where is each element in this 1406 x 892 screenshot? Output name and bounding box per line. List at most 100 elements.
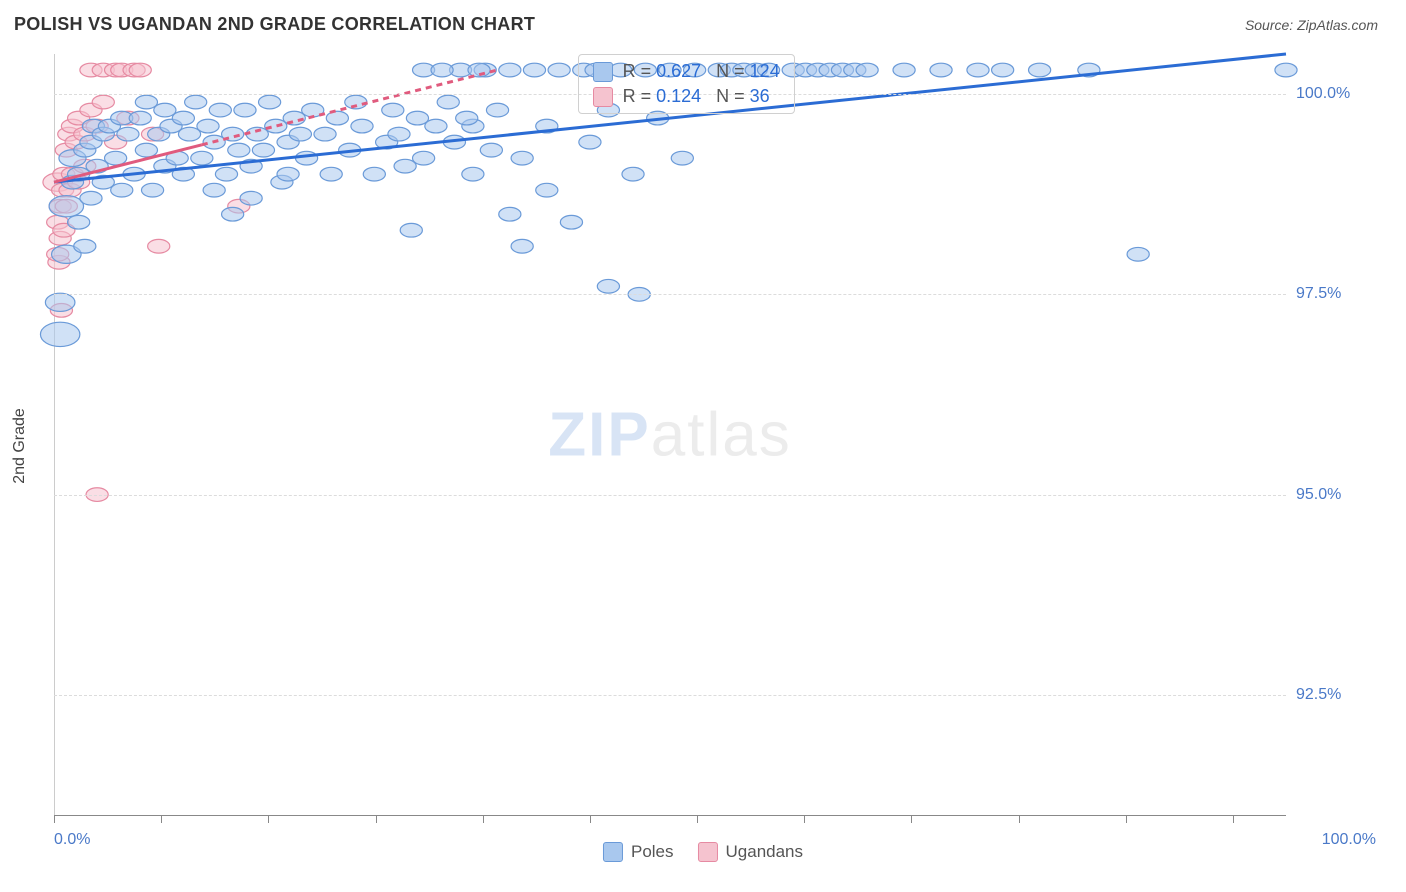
data-point bbox=[560, 215, 582, 229]
data-point bbox=[141, 183, 163, 197]
data-point bbox=[277, 167, 299, 181]
data-point bbox=[154, 103, 176, 117]
data-point bbox=[234, 103, 256, 117]
data-point bbox=[129, 63, 151, 77]
data-point bbox=[511, 239, 533, 253]
data-point bbox=[406, 111, 428, 125]
data-point bbox=[172, 111, 194, 125]
data-point bbox=[1029, 63, 1051, 77]
legend-label: Ugandans bbox=[726, 842, 804, 862]
data-point bbox=[326, 111, 348, 125]
legend-item: Ugandans bbox=[698, 842, 804, 862]
data-point bbox=[40, 322, 79, 346]
data-point bbox=[314, 127, 336, 141]
data-point bbox=[92, 95, 114, 109]
x-tick bbox=[1233, 815, 1234, 823]
scatter-chart: ZIPatlas 100.0%97.5%95.0%92.5%0.0%100.0%… bbox=[54, 54, 1286, 816]
data-point bbox=[135, 95, 157, 109]
data-point bbox=[259, 95, 281, 109]
legend-swatch bbox=[593, 87, 613, 107]
data-point bbox=[252, 143, 274, 157]
data-point bbox=[437, 95, 459, 109]
gridline bbox=[54, 695, 1286, 696]
source-attribution: Source: ZipAtlas.com bbox=[1245, 17, 1378, 33]
x-tick bbox=[54, 815, 55, 823]
data-point bbox=[351, 119, 373, 133]
gridline bbox=[54, 294, 1286, 295]
data-point bbox=[523, 63, 545, 77]
legend-row: R = 0.124 N = 36 bbox=[593, 86, 780, 107]
x-tick bbox=[268, 815, 269, 823]
data-point bbox=[49, 196, 83, 217]
data-point bbox=[856, 63, 878, 77]
data-point bbox=[117, 127, 139, 141]
data-point bbox=[511, 151, 533, 165]
data-point bbox=[129, 111, 151, 125]
data-point bbox=[148, 239, 170, 253]
legend-swatch bbox=[593, 62, 613, 82]
x-tick bbox=[1019, 815, 1020, 823]
data-point bbox=[486, 103, 508, 117]
data-point bbox=[74, 239, 96, 253]
data-point bbox=[68, 215, 90, 229]
data-point bbox=[468, 63, 490, 77]
legend-stat-text: R = 0.627 N = 124 bbox=[623, 61, 780, 82]
data-point bbox=[499, 207, 521, 221]
data-point bbox=[671, 151, 693, 165]
data-point bbox=[105, 151, 127, 165]
data-point bbox=[185, 95, 207, 109]
chart-title: POLISH VS UGANDAN 2ND GRADE CORRELATION … bbox=[14, 14, 535, 35]
data-point bbox=[209, 103, 231, 117]
data-point bbox=[622, 167, 644, 181]
data-point bbox=[930, 63, 952, 77]
data-point bbox=[456, 111, 478, 125]
data-point bbox=[265, 119, 287, 133]
data-point bbox=[992, 63, 1014, 77]
legend-row: R = 0.627 N = 124 bbox=[593, 61, 780, 82]
data-point bbox=[462, 167, 484, 181]
legend-swatch bbox=[698, 842, 718, 862]
data-point bbox=[413, 151, 435, 165]
data-point bbox=[191, 151, 213, 165]
data-point bbox=[597, 279, 619, 293]
y-tick-label: 95.0% bbox=[1296, 486, 1376, 504]
data-point bbox=[388, 127, 410, 141]
plot-svg bbox=[54, 54, 1286, 815]
data-point bbox=[111, 183, 133, 197]
data-point bbox=[135, 143, 157, 157]
data-point bbox=[548, 63, 570, 77]
data-point bbox=[967, 63, 989, 77]
data-point bbox=[579, 135, 601, 149]
x-tick bbox=[697, 815, 698, 823]
data-point bbox=[289, 127, 311, 141]
legend-bottom: Poles Ugandans bbox=[603, 842, 803, 862]
data-point bbox=[240, 191, 262, 205]
data-point bbox=[320, 167, 342, 181]
data-point bbox=[1127, 247, 1149, 261]
data-point bbox=[215, 167, 237, 181]
y-tick-label: 92.5% bbox=[1296, 686, 1376, 704]
data-point bbox=[80, 191, 102, 205]
data-point bbox=[203, 183, 225, 197]
data-point bbox=[178, 127, 200, 141]
data-point bbox=[394, 159, 416, 173]
correlation-stats-legend: R = 0.627 N = 124 R = 0.124 N = 36 bbox=[578, 54, 795, 114]
x-tick bbox=[1126, 815, 1127, 823]
data-point bbox=[382, 103, 404, 117]
x-tick bbox=[483, 815, 484, 823]
data-point bbox=[222, 207, 244, 221]
y-axis-title: 2nd Grade bbox=[11, 408, 29, 484]
y-tick-label: 97.5% bbox=[1296, 285, 1376, 303]
data-point bbox=[893, 63, 915, 77]
legend-label: Poles bbox=[631, 842, 674, 862]
x-label-min: 0.0% bbox=[54, 831, 90, 849]
data-point bbox=[400, 223, 422, 237]
y-tick-label: 100.0% bbox=[1296, 85, 1376, 103]
x-label-max: 100.0% bbox=[1322, 831, 1376, 849]
x-tick bbox=[590, 815, 591, 823]
data-point bbox=[1275, 63, 1297, 77]
data-point bbox=[425, 119, 447, 133]
x-tick bbox=[161, 815, 162, 823]
data-point bbox=[480, 143, 502, 157]
data-point bbox=[197, 119, 219, 133]
